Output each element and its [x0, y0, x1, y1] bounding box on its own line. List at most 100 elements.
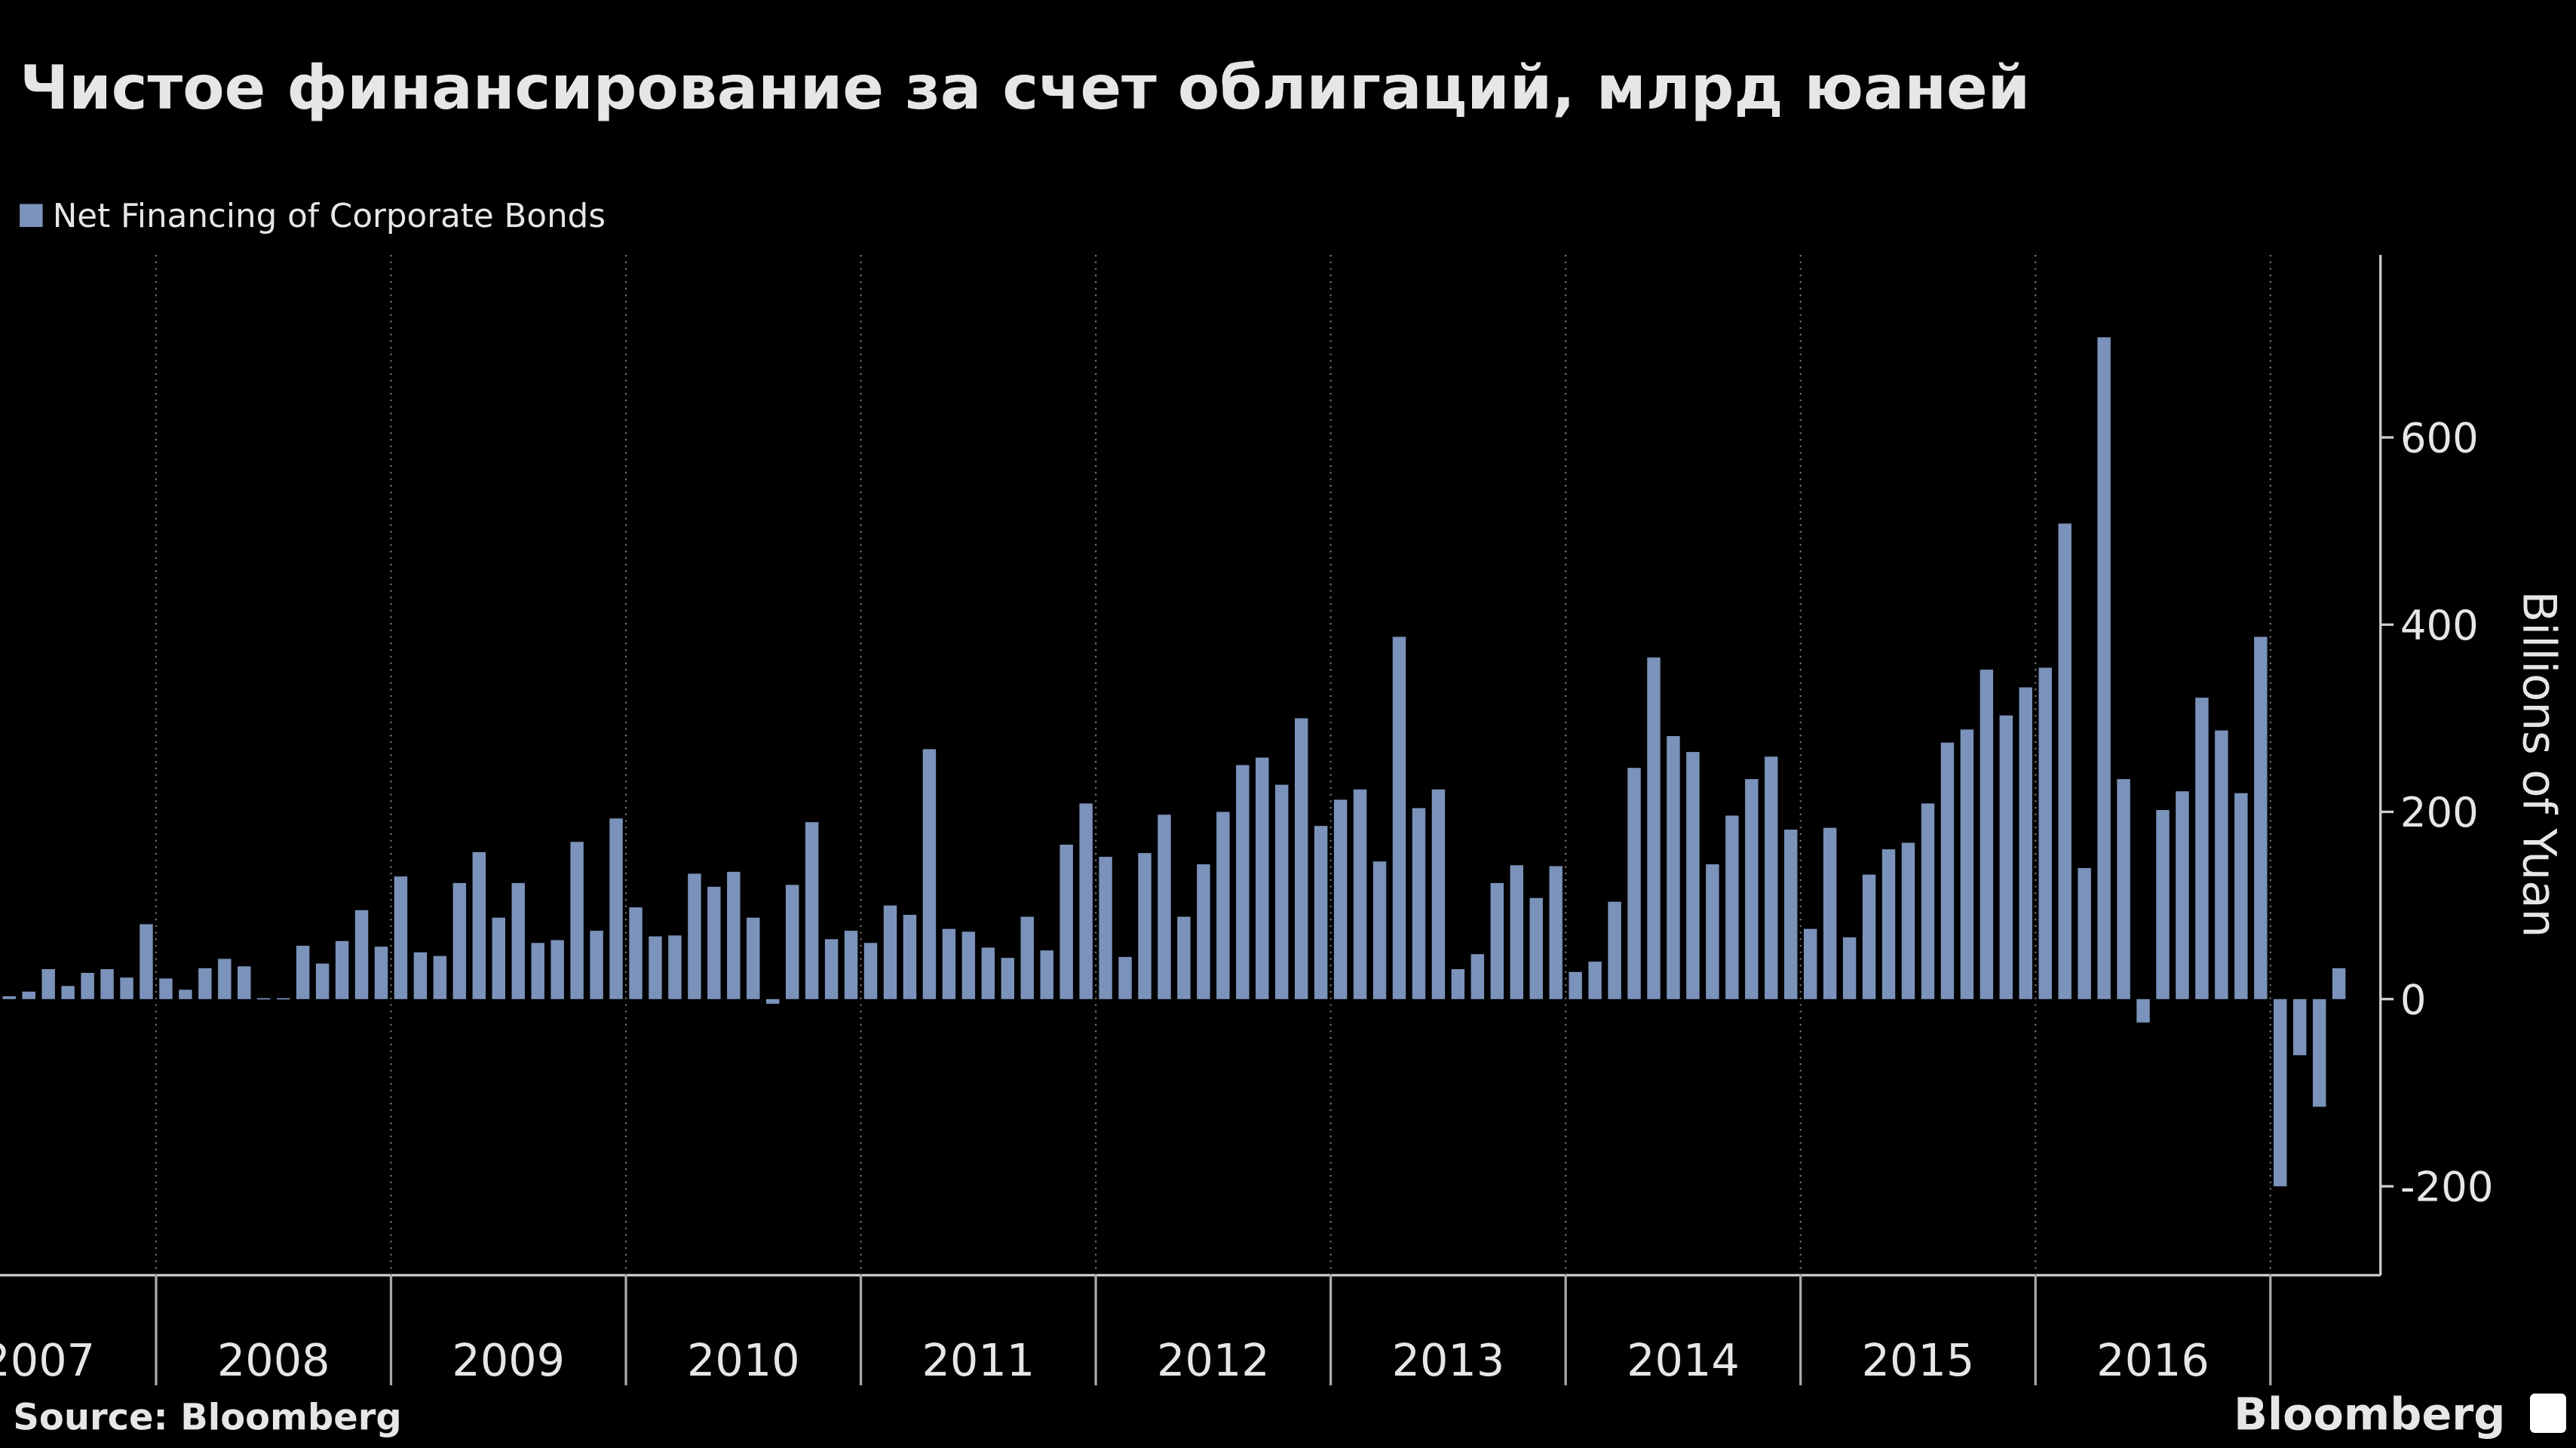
bar	[257, 998, 271, 1000]
bar	[1510, 865, 1523, 999]
bar	[1823, 827, 1837, 999]
bar	[1921, 803, 1935, 999]
bar	[1470, 954, 1485, 999]
bar	[2254, 637, 2268, 999]
bar	[1647, 657, 1661, 999]
bar	[413, 952, 428, 999]
logo: Bloomberg	[2234, 1388, 2505, 1440]
bar	[1706, 864, 1719, 999]
bar	[218, 959, 232, 999]
x-tick-label: 2016	[2096, 1334, 2210, 1386]
bar	[374, 946, 388, 999]
chart-title: Чистое финансирование за счет облигаций,…	[20, 53, 2030, 124]
bar	[1060, 844, 1073, 999]
logo-icon	[2530, 1393, 2566, 1434]
bar	[2136, 999, 2150, 1023]
bar	[1999, 715, 2013, 999]
y-tick-label: 600	[2400, 414, 2479, 462]
bar	[2215, 730, 2228, 999]
bar	[2058, 523, 2072, 999]
bar	[2019, 687, 2032, 999]
x-tick-label: 2014	[1627, 1334, 1740, 1386]
bar	[1020, 916, 1034, 999]
bar	[2156, 810, 2170, 999]
bar	[1099, 857, 1112, 999]
bar	[2312, 999, 2326, 1107]
bar	[394, 876, 408, 999]
bar	[276, 998, 290, 1000]
bar	[2078, 867, 2091, 999]
bar	[22, 991, 35, 999]
y-axis-title: Billions of Yuan	[2512, 591, 2565, 937]
bar	[120, 977, 133, 999]
bar	[238, 966, 251, 999]
bar	[159, 978, 173, 999]
bar	[492, 917, 506, 999]
x-tick-label: 2008	[217, 1334, 330, 1386]
bar	[296, 946, 310, 999]
bar	[472, 851, 486, 999]
bar	[1803, 928, 1817, 999]
source: Source: Bloomberg	[13, 1397, 401, 1439]
bar	[1040, 950, 1053, 999]
bar	[1842, 937, 1857, 999]
x-tick-label: 2015	[1862, 1334, 1975, 1386]
bar	[707, 886, 721, 999]
bar	[785, 885, 799, 999]
bar	[452, 882, 467, 999]
bar	[1118, 956, 1132, 999]
y-tick-label: 200	[2400, 788, 2479, 836]
bar	[1549, 866, 1562, 999]
bar	[629, 907, 642, 999]
bar	[2332, 968, 2346, 999]
y-tick-label: 400	[2400, 601, 2479, 649]
bar	[81, 973, 94, 999]
bar	[1569, 971, 1582, 999]
x-tick-label: 2011	[922, 1334, 1035, 1386]
bar	[668, 935, 682, 999]
bar	[1431, 789, 1446, 999]
bar	[179, 989, 192, 999]
bar	[2038, 667, 2052, 999]
bar	[1236, 765, 1250, 999]
bar	[1667, 735, 1680, 999]
bar	[315, 963, 330, 999]
bar	[2, 996, 16, 999]
x-tick-label: 2012	[1157, 1334, 1270, 1386]
bar	[1784, 830, 1798, 999]
bar	[961, 931, 976, 999]
bar	[1158, 814, 1171, 999]
bar	[942, 928, 956, 999]
bar	[1901, 842, 1915, 999]
bar	[41, 969, 55, 999]
bar	[609, 818, 623, 999]
bar	[2234, 793, 2248, 999]
bar	[2097, 337, 2111, 999]
bar	[1392, 637, 1406, 999]
bar	[747, 917, 760, 999]
x-tick-label: 2013	[1392, 1334, 1505, 1386]
legend-swatch	[20, 204, 43, 227]
bar	[590, 931, 603, 999]
bar	[2274, 999, 2287, 1186]
bar	[354, 910, 369, 999]
bar	[531, 943, 544, 999]
bar	[649, 936, 662, 999]
bar	[688, 873, 701, 999]
y-tick-label: -200	[2400, 1163, 2494, 1211]
bar	[766, 999, 780, 1004]
bar	[1314, 826, 1328, 999]
bar	[824, 939, 839, 999]
bar	[1529, 897, 1543, 999]
bar	[2195, 698, 2209, 999]
bar	[844, 931, 858, 999]
bar	[1079, 803, 1093, 999]
x-tick-label: 2010	[687, 1334, 800, 1386]
bar	[903, 915, 917, 999]
bar	[1745, 779, 1759, 999]
bar	[863, 943, 878, 999]
bar	[61, 986, 75, 999]
bar	[1216, 811, 1230, 999]
